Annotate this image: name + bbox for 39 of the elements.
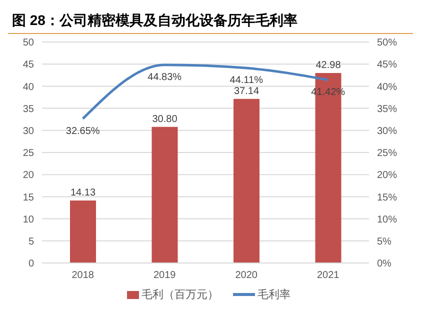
- y-tick-label: 45: [22, 60, 34, 71]
- x-tick-label: 2019: [154, 270, 176, 282]
- bar: [234, 98, 260, 263]
- bar: [70, 200, 96, 263]
- x-tick-label: 2021: [317, 270, 340, 282]
- y-tick-label: 5: [28, 236, 34, 248]
- y-tick-label: 30: [22, 126, 34, 137]
- y2-tick-label: 25%: [377, 148, 398, 160]
- y-tick-label: 15: [22, 192, 34, 204]
- y-tick-label: 35: [22, 104, 34, 115]
- y2-tick-label: 20%: [377, 170, 398, 182]
- data-label: 32.65%: [66, 126, 100, 137]
- y2-tick-label: 50%: [377, 38, 398, 49]
- y2-tick-label: 5%: [377, 236, 392, 248]
- data-label: 30.80: [152, 114, 178, 125]
- y2-tick-label: 30%: [377, 126, 398, 137]
- bar: [152, 126, 178, 263]
- y2-tick-label: 35%: [377, 104, 398, 115]
- x-tick-label: 2020: [235, 270, 258, 282]
- data-label: 44.11%: [230, 75, 264, 86]
- data-label: 44.83%: [148, 72, 182, 83]
- x-tick-label: 2018: [72, 270, 94, 282]
- y-tick-label: 25: [22, 148, 34, 160]
- data-label: 14.13: [70, 188, 96, 199]
- data-label: 42.98: [316, 60, 342, 72]
- y-tick-label: 0: [28, 258, 34, 270]
- y2-tick-label: 10%: [377, 214, 398, 226]
- y-tick-label: 10: [22, 214, 34, 226]
- legend-label: 毛利率: [256, 288, 290, 302]
- data-label: 37.14: [234, 86, 260, 97]
- y-tick-label: 40: [22, 82, 34, 93]
- y-tick-label: 20: [22, 170, 34, 182]
- y2-tick-label: 0%: [377, 258, 392, 270]
- y-tick-label: 50: [22, 38, 34, 49]
- legend-label: 毛利（百万元）: [140, 288, 218, 302]
- y2-tick-label: 15%: [377, 192, 398, 204]
- y2-tick-label: 40%: [377, 82, 398, 93]
- y2-tick-label: 45%: [377, 60, 398, 71]
- chart-title: 图 28：公司精密模具及自动化设备历年毛利率: [8, 8, 413, 34]
